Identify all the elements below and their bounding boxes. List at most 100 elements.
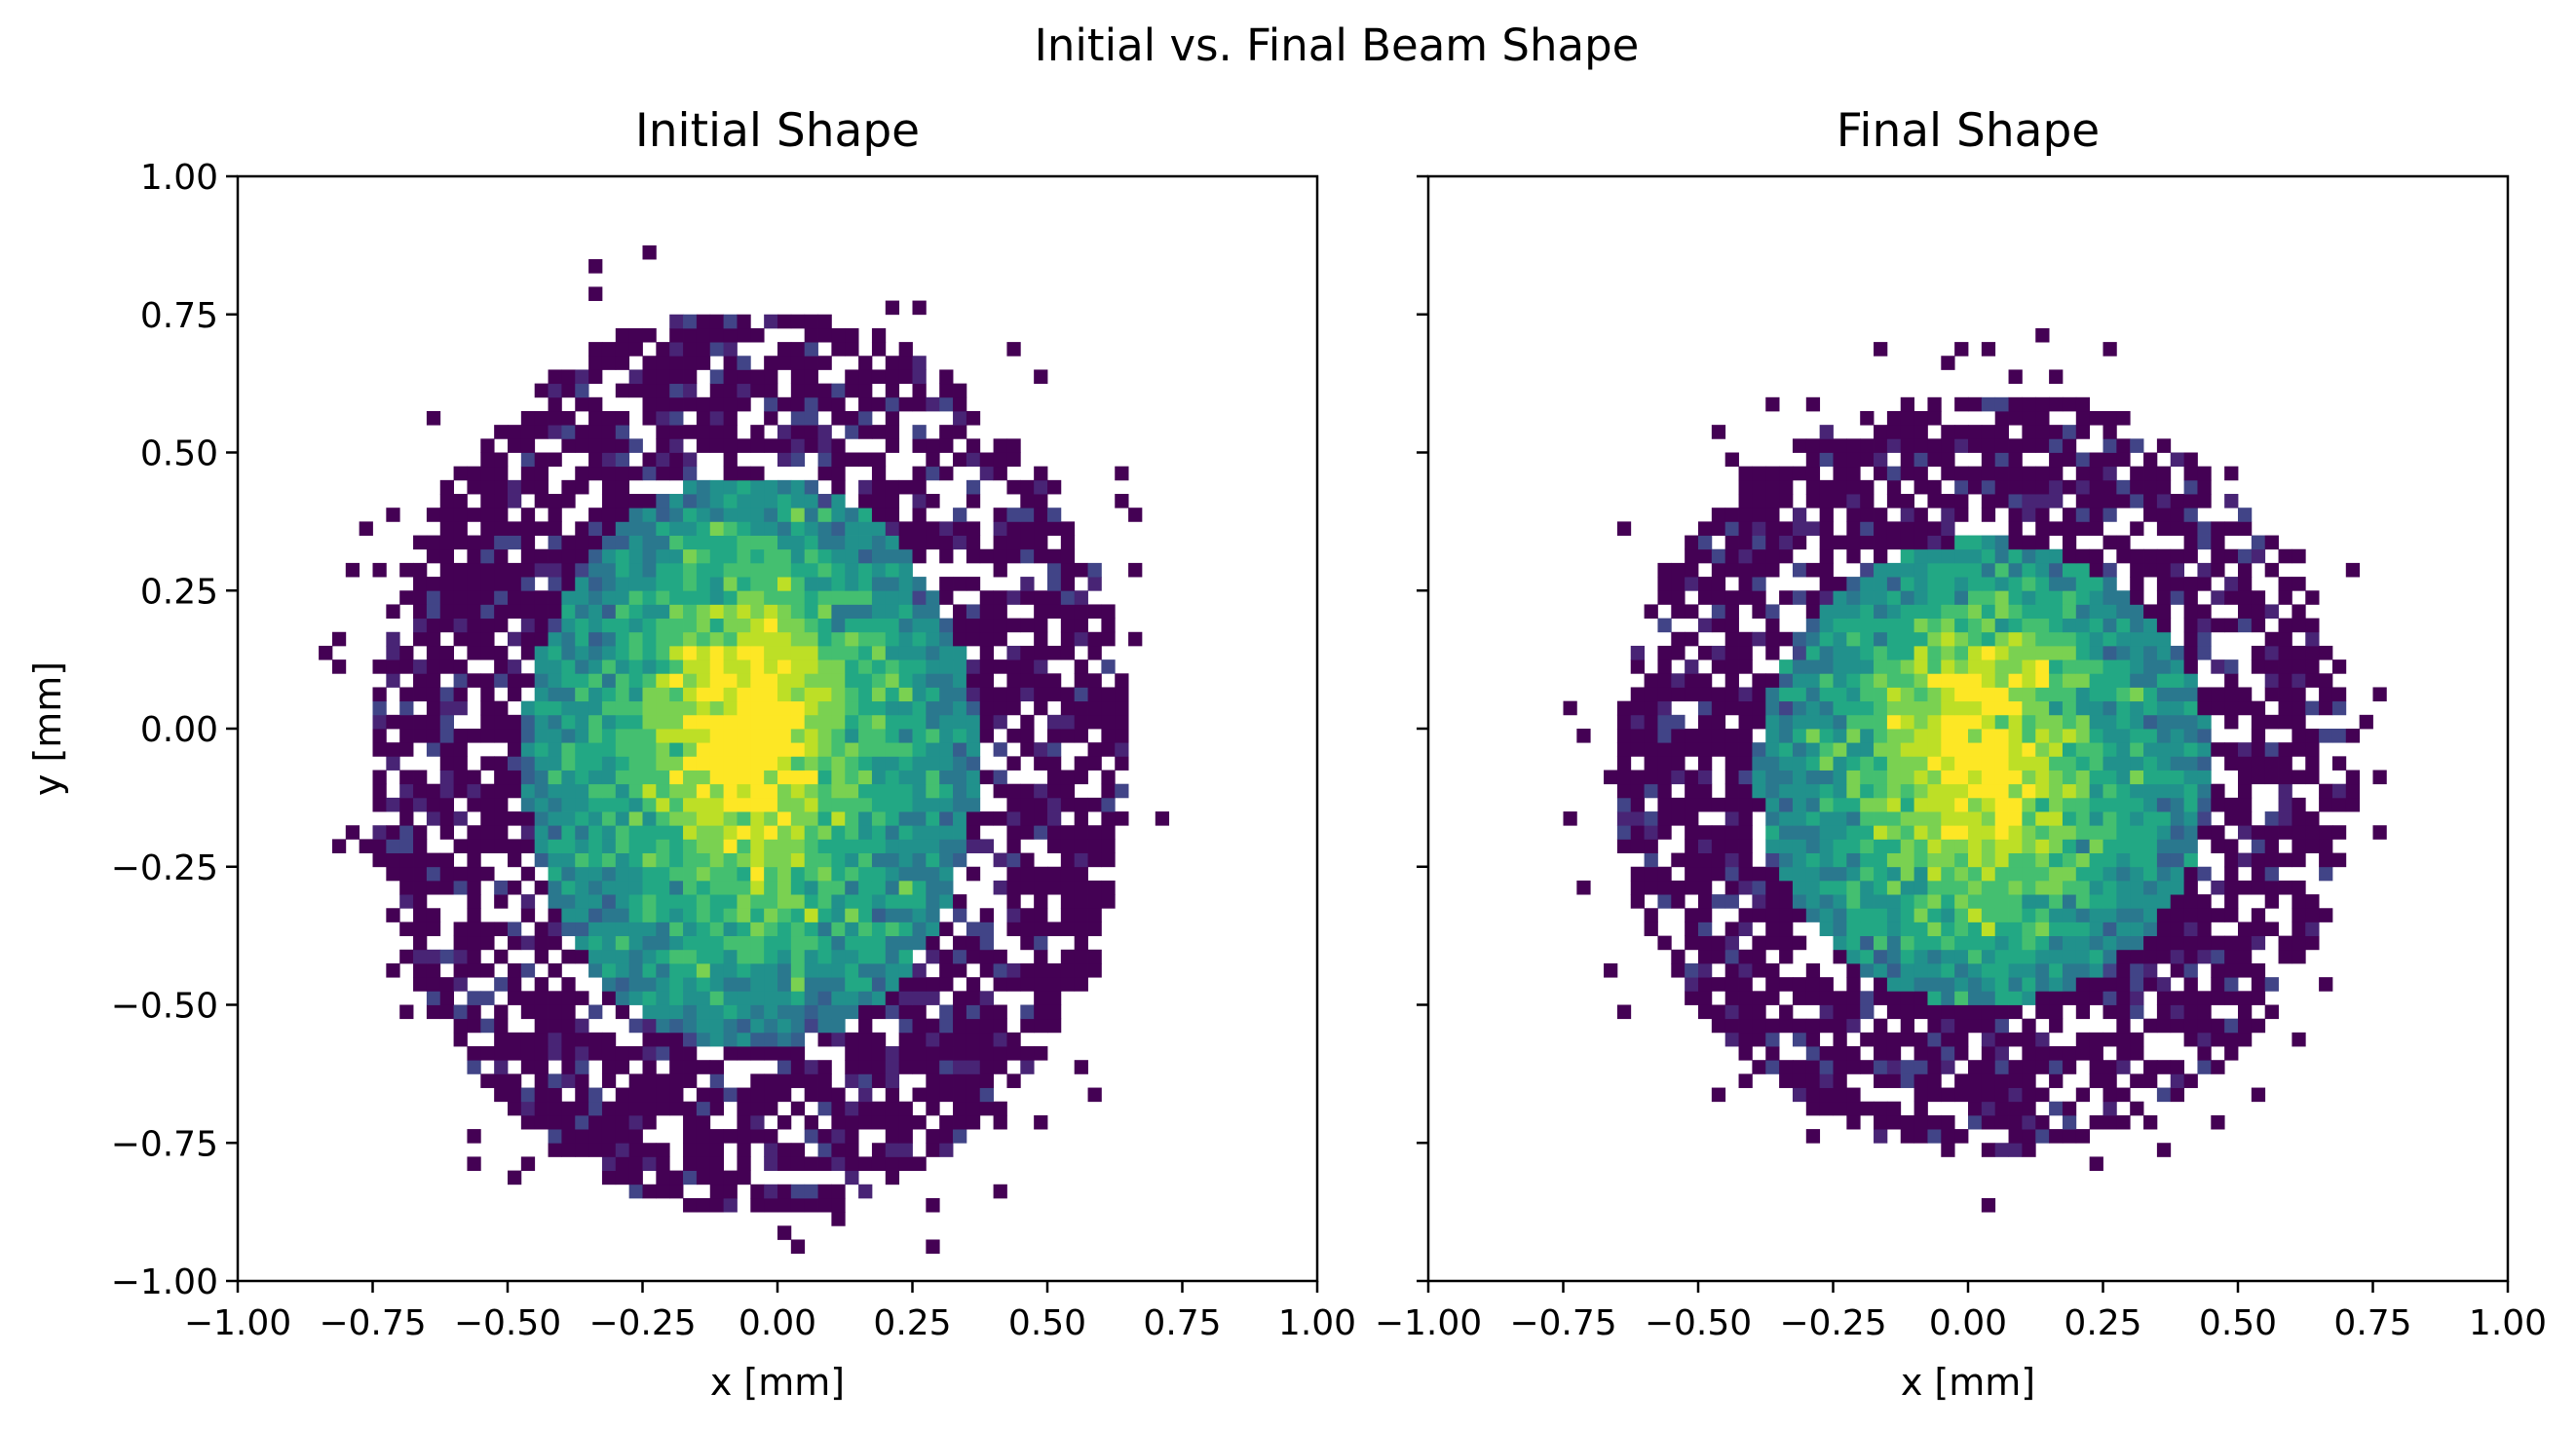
initial-shape-heatmap-cell — [615, 631, 630, 647]
initial-shape-heatmap-cell — [467, 949, 481, 964]
initial-shape-heatmap-cell — [777, 977, 792, 992]
final-shape-heatmap-cell — [2008, 852, 2023, 868]
final-shape-heatmap-cell — [1968, 839, 1983, 853]
final-shape-heatmap-cell — [2035, 991, 2050, 1005]
final-shape-heatmap-cell — [2224, 756, 2239, 771]
initial-shape-heatmap-cell — [1060, 687, 1076, 702]
final-shape-heatmap-cell — [1833, 729, 1847, 743]
initial-shape-heatmap-cell — [993, 1032, 1007, 1047]
final-shape-heatmap-cell — [1698, 1004, 1713, 1020]
final-shape-heatmap-cell — [2035, 811, 2050, 826]
final-shape-heatmap-cell — [1833, 797, 1847, 812]
final-shape-heatmap-cell — [2264, 825, 2279, 840]
initial-shape-heatmap-cell — [520, 645, 536, 660]
final-shape-heatmap-cell — [1711, 425, 1726, 439]
initial-shape-heatmap-cell — [817, 1143, 832, 1157]
initial-shape-heatmap-cell — [1006, 894, 1021, 909]
initial-shape-heatmap-cell — [480, 825, 495, 840]
initial-shape-heatmap-cell — [628, 880, 643, 895]
final-shape-heatmap-cell — [2116, 479, 2131, 495]
initial-shape-heatmap-cell — [871, 700, 887, 716]
final-shape-heatmap-cell — [2278, 700, 2292, 716]
initial-shape-heatmap-cell — [953, 729, 967, 743]
initial-shape-heatmap-cell — [804, 1197, 818, 1213]
final-shape-heatmap-cell — [2305, 673, 2320, 688]
final-shape-heatmap-cell — [1752, 714, 1766, 730]
initial-shape-heatmap-cell — [953, 894, 967, 909]
final-shape-heatmap-cell — [1886, 783, 1902, 799]
initial-shape-heatmap-cell — [601, 991, 617, 1005]
initial-shape-heatmap-cell — [480, 452, 495, 468]
initial-shape-heatmap-cell — [845, 1032, 859, 1047]
initial-shape-heatmap-cell — [386, 756, 400, 771]
initial-shape-heatmap-cell — [331, 659, 347, 674]
final-shape-heatmap-cell — [1968, 1101, 1983, 1116]
final-shape-heatmap-cell — [1941, 756, 1955, 771]
initial-shape-heatmap-cell — [858, 1018, 873, 1034]
final-shape-heatmap-cell — [2143, 604, 2158, 620]
final-shape-heatmap-cell — [2089, 631, 2103, 647]
final-shape-heatmap-cell — [2075, 852, 2091, 868]
final-shape-heatmap-cell — [2062, 1101, 2077, 1116]
initial-shape-heatmap-cell — [723, 494, 738, 508]
initial-shape-heatmap-cell — [642, 396, 657, 412]
final-shape-heatmap-cell — [1819, 700, 1834, 716]
x-tick-label: −0.25 — [1779, 1303, 1886, 1343]
initial-shape-heatmap-cell — [966, 700, 981, 716]
initial-shape-heatmap-cell — [750, 548, 765, 564]
initial-shape-heatmap-cell — [885, 396, 900, 412]
final-shape-heatmap-cell — [2278, 673, 2292, 688]
final-shape-heatmap-cell — [1779, 756, 1794, 771]
final-shape-heatmap-cell — [1805, 811, 1821, 826]
initial-shape-heatmap-cell — [777, 1046, 792, 1061]
initial-shape-heatmap-cell — [1034, 1046, 1048, 1061]
initial-shape-heatmap-cell — [548, 962, 562, 978]
initial-shape-heatmap-cell — [723, 659, 738, 674]
final-shape-heatmap-cell — [1724, 452, 1739, 468]
initial-shape-heatmap-cell — [628, 1087, 643, 1103]
initial-shape-heatmap-cell — [1060, 797, 1076, 812]
final-shape-heatmap-cell — [1994, 396, 2009, 412]
initial-shape-heatmap-cell — [750, 631, 765, 647]
initial-shape-heatmap-cell — [628, 1114, 643, 1130]
initial-shape-heatmap-cell — [696, 590, 711, 605]
final-shape-heatmap-cell — [1860, 700, 1875, 716]
final-shape-heatmap-cell — [2264, 631, 2279, 647]
initial-shape-heatmap-cell — [588, 962, 603, 978]
initial-shape-heatmap-cell — [912, 548, 927, 564]
final-shape-heatmap-cell — [2089, 991, 2103, 1005]
final-shape-heatmap-cell — [2062, 922, 2077, 937]
initial-shape-heatmap-cell — [926, 604, 940, 620]
final-shape-heatmap-cell — [1833, 1073, 1847, 1088]
final-shape-heatmap-cell — [1886, 880, 1902, 895]
initial-shape-heatmap-cell — [764, 894, 778, 909]
final-shape-heatmap-cell — [1913, 935, 1928, 951]
initial-shape-heatmap-cell — [966, 548, 981, 564]
initial-shape-heatmap-cell — [845, 880, 859, 895]
final-shape-heatmap-cell — [2278, 880, 2292, 895]
initial-shape-heatmap-cell — [737, 618, 751, 633]
final-shape-heatmap-cell — [2170, 1004, 2184, 1020]
initial-shape-heatmap-cell — [1060, 590, 1076, 605]
initial-shape-heatmap-cell — [764, 908, 778, 922]
final-shape-heatmap-cell — [2089, 742, 2103, 757]
final-shape-heatmap-cell — [2183, 962, 2198, 978]
final-shape-heatmap-cell — [1630, 783, 1645, 799]
initial-shape-heatmap-cell — [979, 618, 994, 633]
final-shape-heatmap-cell — [1913, 962, 1928, 978]
initial-shape-heatmap-cell — [1020, 797, 1035, 812]
initial-shape-heatmap-cell — [1006, 783, 1021, 799]
initial-shape-heatmap-cell — [939, 1060, 954, 1074]
final-shape-heatmap-cell — [1846, 991, 1861, 1005]
final-shape-heatmap-cell — [1805, 494, 1821, 508]
initial-shape-heatmap-cell — [898, 949, 913, 964]
final-shape-heatmap-cell — [2224, 577, 2239, 591]
initial-shape-heatmap-cell — [656, 618, 670, 633]
final-shape-heatmap-cell — [1886, 1101, 1902, 1116]
final-shape-heatmap-cell — [1819, 631, 1834, 647]
initial-shape-heatmap-cell — [520, 839, 536, 853]
final-shape-heatmap-cell — [1833, 1087, 1847, 1103]
final-shape-heatmap-cell — [2022, 645, 2036, 660]
initial-shape-heatmap-cell — [399, 770, 414, 785]
initial-shape-heatmap-cell — [534, 756, 549, 771]
